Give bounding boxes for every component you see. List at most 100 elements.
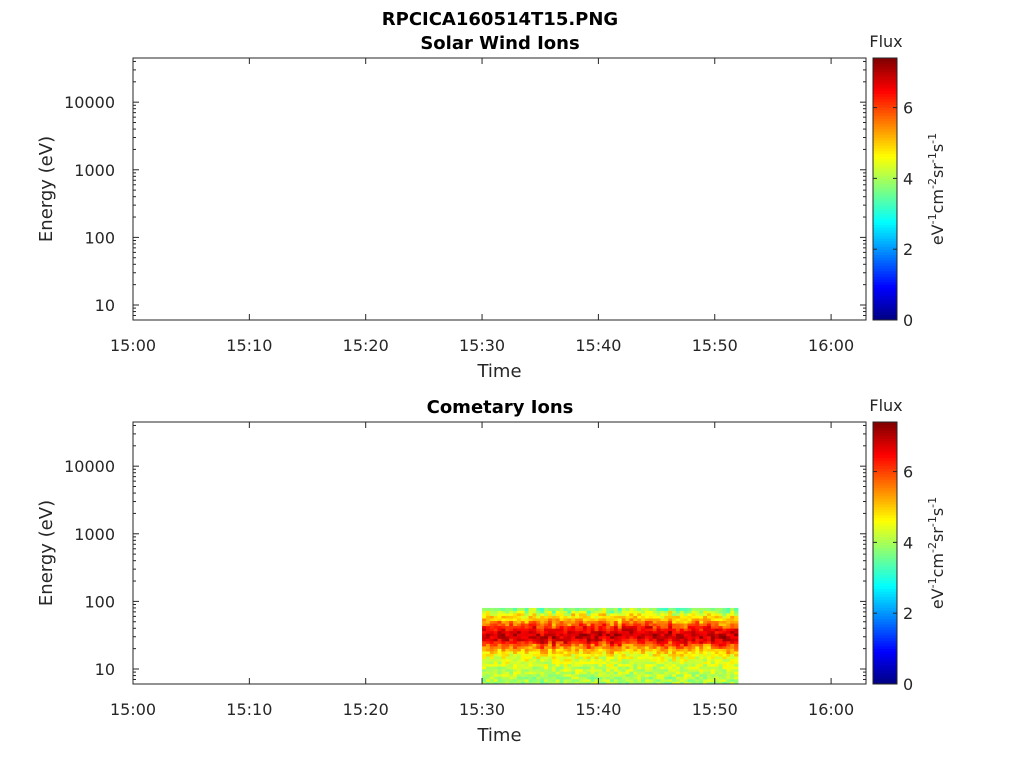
flux-cell	[505, 640, 510, 644]
flux-cell	[497, 630, 502, 634]
flux-cell	[513, 613, 518, 616]
flux-cell	[679, 666, 685, 670]
flux-cell	[520, 610, 526, 614]
flux-cell	[613, 635, 619, 639]
flux-cell	[625, 651, 630, 654]
flux-cell	[621, 615, 626, 619]
flux-cell	[513, 671, 518, 675]
flux-cell	[482, 610, 487, 614]
flux-cell	[594, 620, 599, 624]
flux-cell	[660, 615, 665, 619]
flux-cell	[493, 668, 498, 672]
flux-cell	[513, 610, 518, 614]
flux-cell	[718, 671, 723, 675]
flux-cell	[482, 671, 487, 675]
colorbar-swatch	[873, 629, 897, 633]
flux-cell	[493, 651, 498, 654]
flux-cell	[563, 668, 568, 672]
flux-cell	[691, 645, 696, 649]
flux-cell	[567, 638, 572, 642]
flux-cell	[621, 620, 626, 624]
colorbar-swatch	[873, 569, 897, 573]
flux-cell	[656, 671, 661, 675]
flux-cell	[617, 663, 623, 667]
flux-cell	[637, 658, 642, 662]
flux-cell	[629, 648, 634, 652]
flux-cell	[598, 648, 603, 652]
flux-cell	[734, 678, 739, 682]
flux-cell	[505, 638, 510, 642]
flux-cell	[579, 663, 584, 667]
flux-cell	[586, 607, 592, 611]
flux-cell	[652, 607, 657, 611]
flux-cell	[606, 645, 611, 649]
flux-cell	[493, 673, 498, 677]
flux-cell	[675, 671, 681, 675]
flux-cell	[664, 681, 669, 685]
flux-cell	[563, 648, 568, 652]
flux-cell	[563, 630, 568, 634]
flux-cell	[551, 638, 557, 642]
flux-cell	[563, 678, 568, 682]
colorbar-swatch	[873, 279, 897, 283]
flux-cell	[520, 668, 526, 672]
flux-cell	[691, 618, 696, 622]
flux-cell	[532, 623, 537, 627]
flux-cell	[571, 658, 576, 662]
flux-cell	[485, 676, 491, 680]
flux-cell	[594, 681, 599, 685]
flux-cell	[664, 671, 669, 675]
flux-cell	[695, 666, 700, 670]
flux-cell	[668, 651, 673, 654]
flux-cell	[532, 648, 537, 652]
flux-cell	[582, 618, 588, 622]
flux-cell	[575, 613, 580, 616]
flux-cell	[497, 656, 502, 660]
flux-cell	[691, 661, 696, 665]
flux-cell	[513, 653, 518, 657]
flux-cell	[493, 666, 498, 670]
y-tick-label: 10000	[64, 457, 115, 476]
flux-cell	[730, 648, 735, 652]
flux-cell	[606, 613, 611, 616]
flux-cell	[610, 643, 615, 647]
flux-cell	[590, 630, 595, 634]
flux-cell	[641, 648, 646, 652]
flux-cell	[602, 673, 607, 677]
flux-cell	[501, 663, 506, 667]
flux-cell	[551, 613, 557, 616]
flux-cell	[699, 668, 704, 672]
flux-cell	[571, 638, 576, 642]
flux-cell	[668, 666, 673, 670]
flux-cell	[602, 681, 607, 685]
flux-cell	[722, 653, 727, 657]
flux-cell	[501, 666, 506, 670]
flux-cell	[730, 668, 735, 672]
flux-cell	[656, 628, 661, 632]
colorbar-swatch	[873, 558, 897, 562]
flux-cell	[718, 656, 723, 660]
flux-cell	[579, 607, 584, 611]
flux-cell	[660, 676, 665, 680]
flux-cell	[489, 607, 495, 611]
flux-cell	[528, 623, 533, 627]
flux-cell	[594, 630, 599, 634]
flux-cell	[602, 676, 607, 680]
flux-cell	[637, 635, 642, 639]
flux-cell	[567, 681, 572, 685]
flux-cell	[621, 607, 626, 611]
flux-cell	[497, 653, 502, 657]
flux-cell	[497, 607, 502, 611]
x-tick-label: 15:10	[226, 700, 272, 719]
flux-cell	[544, 618, 549, 622]
flux-cell	[706, 668, 712, 672]
colorbar-swatch	[873, 254, 897, 258]
flux-cell	[532, 656, 537, 660]
flux-cell	[524, 666, 529, 670]
flux-cell	[544, 668, 549, 672]
flux-cell	[629, 673, 634, 677]
colorbar-swatch	[873, 580, 897, 584]
flux-cell	[540, 630, 545, 634]
flux-cell	[598, 666, 603, 670]
flux-cell	[505, 645, 510, 649]
